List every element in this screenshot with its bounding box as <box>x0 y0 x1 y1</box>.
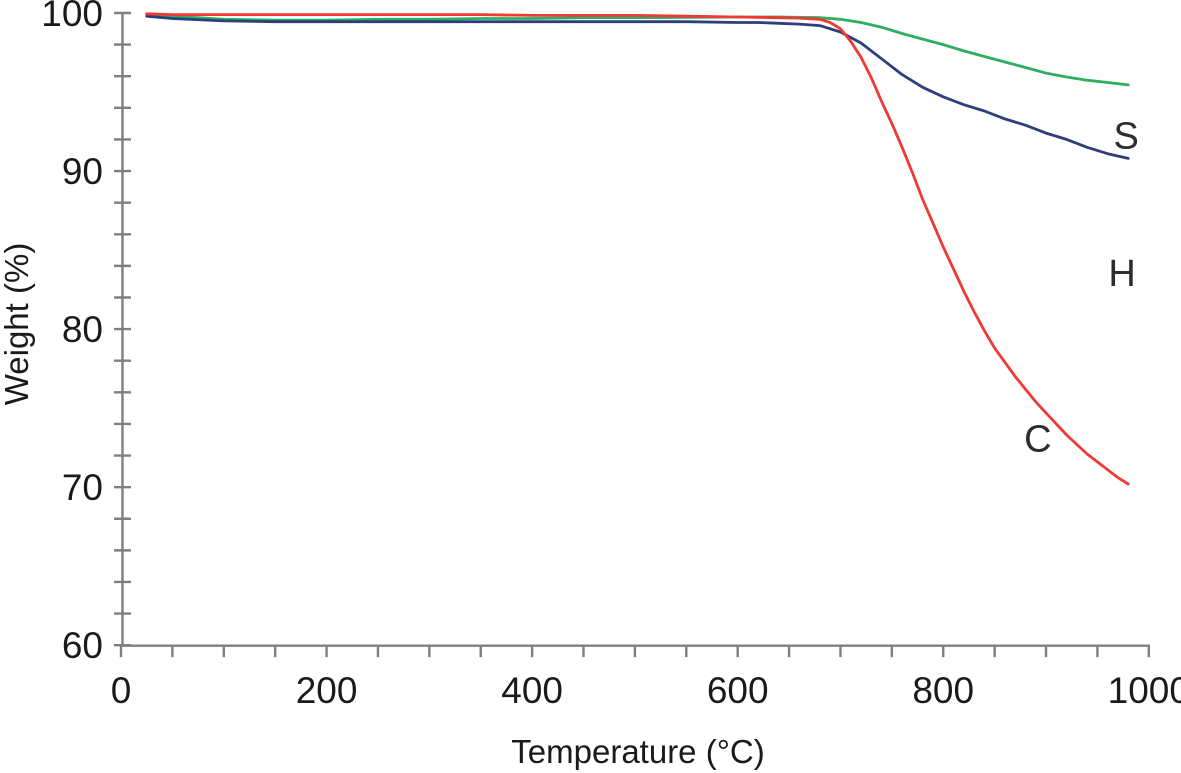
curve-H <box>145 14 1130 160</box>
y-tick-label-70: 70 <box>62 467 103 508</box>
curve-label-H: H <box>1108 253 1135 295</box>
y-tick-label-80: 80 <box>62 309 103 350</box>
x-tick-label-600: 600 <box>707 670 769 711</box>
x-tick-label-1000: 1000 <box>1108 670 1181 711</box>
y-tick-label-100: 100 <box>41 0 103 34</box>
curve-C <box>145 12 1130 486</box>
x-tick-label-200: 200 <box>296 670 358 711</box>
y-tick-label-90: 90 <box>62 151 103 192</box>
y-tick-label-60: 60 <box>62 625 103 666</box>
x-tick-label-800: 800 <box>912 670 974 711</box>
x-tick-label-0: 0 <box>111 670 132 711</box>
x-axis-title: Temperature (°C) <box>511 733 764 770</box>
x-tick-label-400: 400 <box>501 670 563 711</box>
y-axis-title: Weight (%) <box>0 243 35 406</box>
curve-label-C: C <box>1024 419 1051 461</box>
curve-label-S: S <box>1114 115 1139 157</box>
curve-S <box>145 13 1130 87</box>
